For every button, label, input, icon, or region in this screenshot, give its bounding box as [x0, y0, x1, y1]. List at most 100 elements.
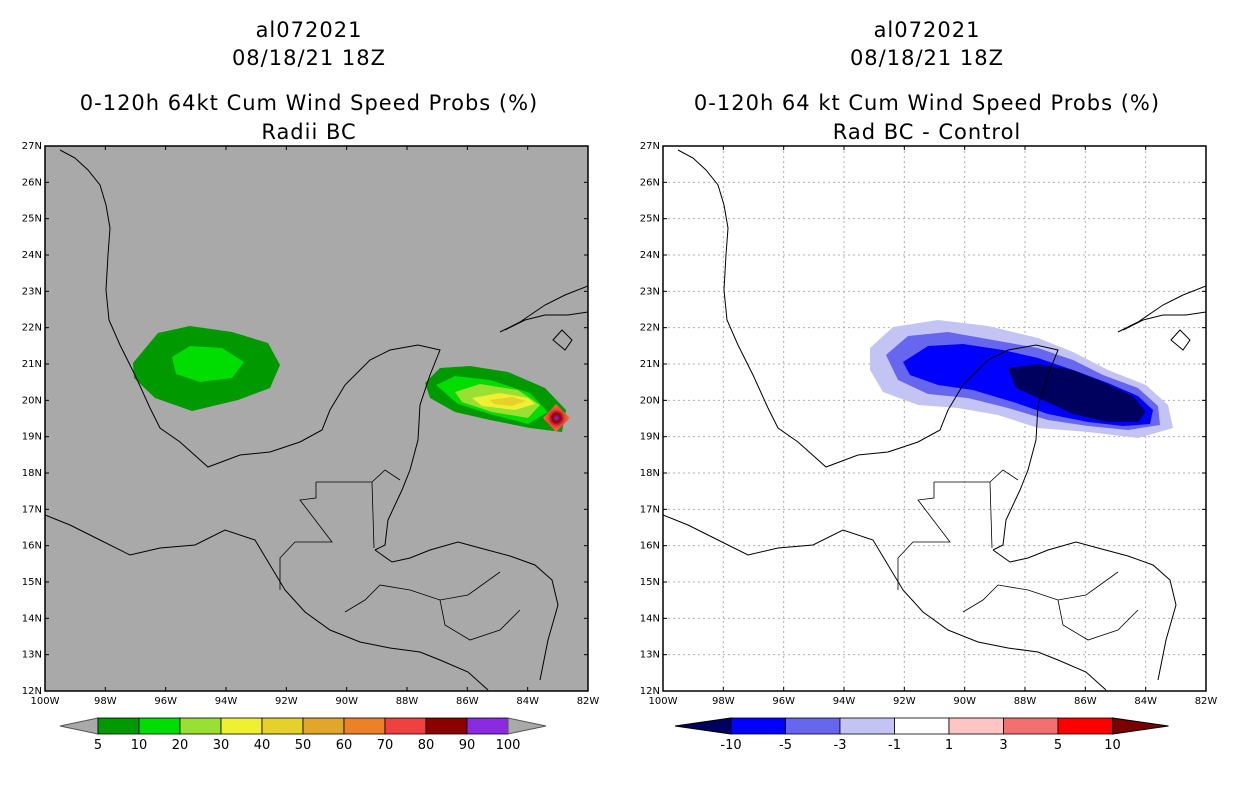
colorbar-label: 60	[336, 738, 353, 753]
lat-label: 25N	[22, 214, 42, 225]
lon-label: 92W	[893, 696, 916, 707]
lat-label: 18N	[22, 468, 42, 479]
colorbar-label: 5	[1054, 738, 1062, 753]
lat-label: 27N	[22, 141, 42, 152]
lon-label: 98W	[94, 696, 117, 707]
lat-label: 25N	[640, 214, 660, 225]
colorbar-end-high	[507, 717, 547, 735]
colorbar-label: -1	[888, 738, 901, 753]
lat-label: 16N	[640, 541, 660, 552]
lat-label: 20N	[640, 395, 660, 406]
colorbar-swatch	[138, 717, 181, 735]
colorbar-label: 50	[295, 738, 312, 753]
map-title: 0-120h 64kt Cum Wind Speed Probs (%)	[79, 91, 539, 115]
colorbar-swatch	[1057, 717, 1113, 735]
lon-label: 82W	[1195, 696, 1218, 707]
colorbar-label: 80	[418, 738, 435, 753]
lat-label: 13N	[640, 650, 660, 661]
lon-label: 84W	[1134, 696, 1157, 707]
lat-label: 21N	[640, 359, 660, 370]
lat-label: 22N	[640, 323, 660, 334]
lat-label: 19N	[22, 432, 42, 443]
colorbar-swatch	[261, 717, 304, 735]
lon-label: 86W	[456, 696, 479, 707]
lat-label: 24N	[640, 250, 660, 261]
lon-label: 84W	[516, 696, 539, 707]
map-frame	[44, 145, 589, 692]
colorbar-swatch	[466, 717, 509, 735]
colorbar-swatch	[894, 717, 950, 735]
lon-label: 96W	[772, 696, 795, 707]
lat-label: 12N	[22, 686, 42, 697]
colorbar-swatch	[302, 717, 345, 735]
colorbar-label: 100	[496, 738, 521, 753]
axis-ticks: 27N 26N 25N 24N 23N 22N 21N 20N 19N 18N 17N 16N 15N 1…	[22, 141, 600, 707]
gridlines	[663, 146, 1206, 691]
datetime: 08/18/21 18Z	[849, 46, 1005, 70]
colorbar-label: 5	[94, 738, 102, 753]
colorbar-swatch	[785, 717, 841, 735]
lat-label: 22N	[22, 323, 42, 334]
lon-label: 90W	[335, 696, 358, 707]
colorbar-label: 40	[254, 738, 271, 753]
lat-label: 21N	[22, 359, 42, 370]
lat-label: 14N	[22, 613, 42, 624]
colorbar-label: 10	[131, 738, 148, 753]
lat-label: 13N	[22, 650, 42, 661]
colorbar-label: 10	[1104, 738, 1121, 753]
lat-label: 12N	[640, 686, 660, 697]
colorbar-label: -3	[834, 738, 847, 753]
right-map: 27N 26N 25N 24N 23N 22N 21N 20N 19N 18N 17N 16N 15N 1…	[640, 141, 1218, 753]
lat-label: 17N	[22, 504, 42, 515]
lat-label: 16N	[22, 541, 42, 552]
storm-id: al072021	[255, 18, 363, 42]
colorbar-label: 30	[213, 738, 230, 753]
right-panel: al072021 08/18/21 18Z 0-120h 64 kt Cum W…	[618, 0, 1236, 800]
colorbar-label: -5	[779, 738, 792, 753]
axis-ticks: 27N 26N 25N 24N 23N 22N 21N 20N 19N 18N 17N 16N 15N 1…	[640, 141, 1218, 707]
lat-label: 14N	[640, 613, 660, 624]
map-title: 0-120h 64 kt Cum Wind Speed Probs (%)	[693, 91, 1161, 115]
lat-label: 26N	[640, 177, 660, 188]
lon-label: 86W	[1074, 696, 1097, 707]
lat-label: 15N	[22, 577, 42, 588]
lon-label: 96W	[154, 696, 177, 707]
diff-contour-neg10	[1008, 364, 1146, 422]
colorbar-swatch	[179, 717, 222, 735]
lat-label: 27N	[640, 141, 660, 152]
colorbar-label: 20	[172, 738, 189, 753]
lon-label: 90W	[953, 696, 976, 707]
colorbar-end-high	[1112, 717, 1169, 735]
lon-label: 94W	[215, 696, 238, 707]
colorbar-swatch	[384, 717, 427, 735]
colorbar-label: 1	[945, 738, 953, 753]
lat-label: 23N	[640, 286, 660, 297]
prob-contour-40	[490, 397, 526, 406]
lon-label: 88W	[1014, 696, 1037, 707]
lat-label: 18N	[640, 468, 660, 479]
colorbar-swatch	[1003, 717, 1059, 735]
lon-label: 100W	[649, 696, 678, 707]
lat-label: 19N	[640, 432, 660, 443]
colorbar-swatch	[948, 717, 1004, 735]
left-map: 27N 26N 25N 24N 23N 22N 21N 20N 19N 18N 17N 16N 15N 1…	[22, 141, 600, 753]
left-panel: al072021 08/18/21 18Z 0-120h 64kt Cum Wi…	[22, 18, 600, 753]
lat-label: 17N	[640, 504, 660, 515]
prob-contour-10	[172, 346, 244, 382]
map-frame	[662, 145, 1207, 692]
colorbar-label: 70	[377, 738, 394, 753]
lon-label: 98W	[712, 696, 735, 707]
storm-id: al072021	[873, 18, 981, 42]
lat-label: 26N	[22, 177, 42, 188]
lon-label: 100W	[31, 696, 60, 707]
colorbar-swatch	[839, 717, 895, 735]
lat-label: 24N	[22, 250, 42, 261]
lat-label: 20N	[22, 395, 42, 406]
lat-label: 15N	[640, 577, 660, 588]
colorbar-swatch	[343, 717, 386, 735]
colorbar: 5 10 20 30 40 50 60 70 80 90 100	[59, 717, 547, 753]
colorbar-label: 90	[459, 738, 476, 753]
prob-hotspot	[543, 404, 570, 432]
colorbar-swatch	[97, 717, 140, 735]
colorbar-swatch	[220, 717, 263, 735]
